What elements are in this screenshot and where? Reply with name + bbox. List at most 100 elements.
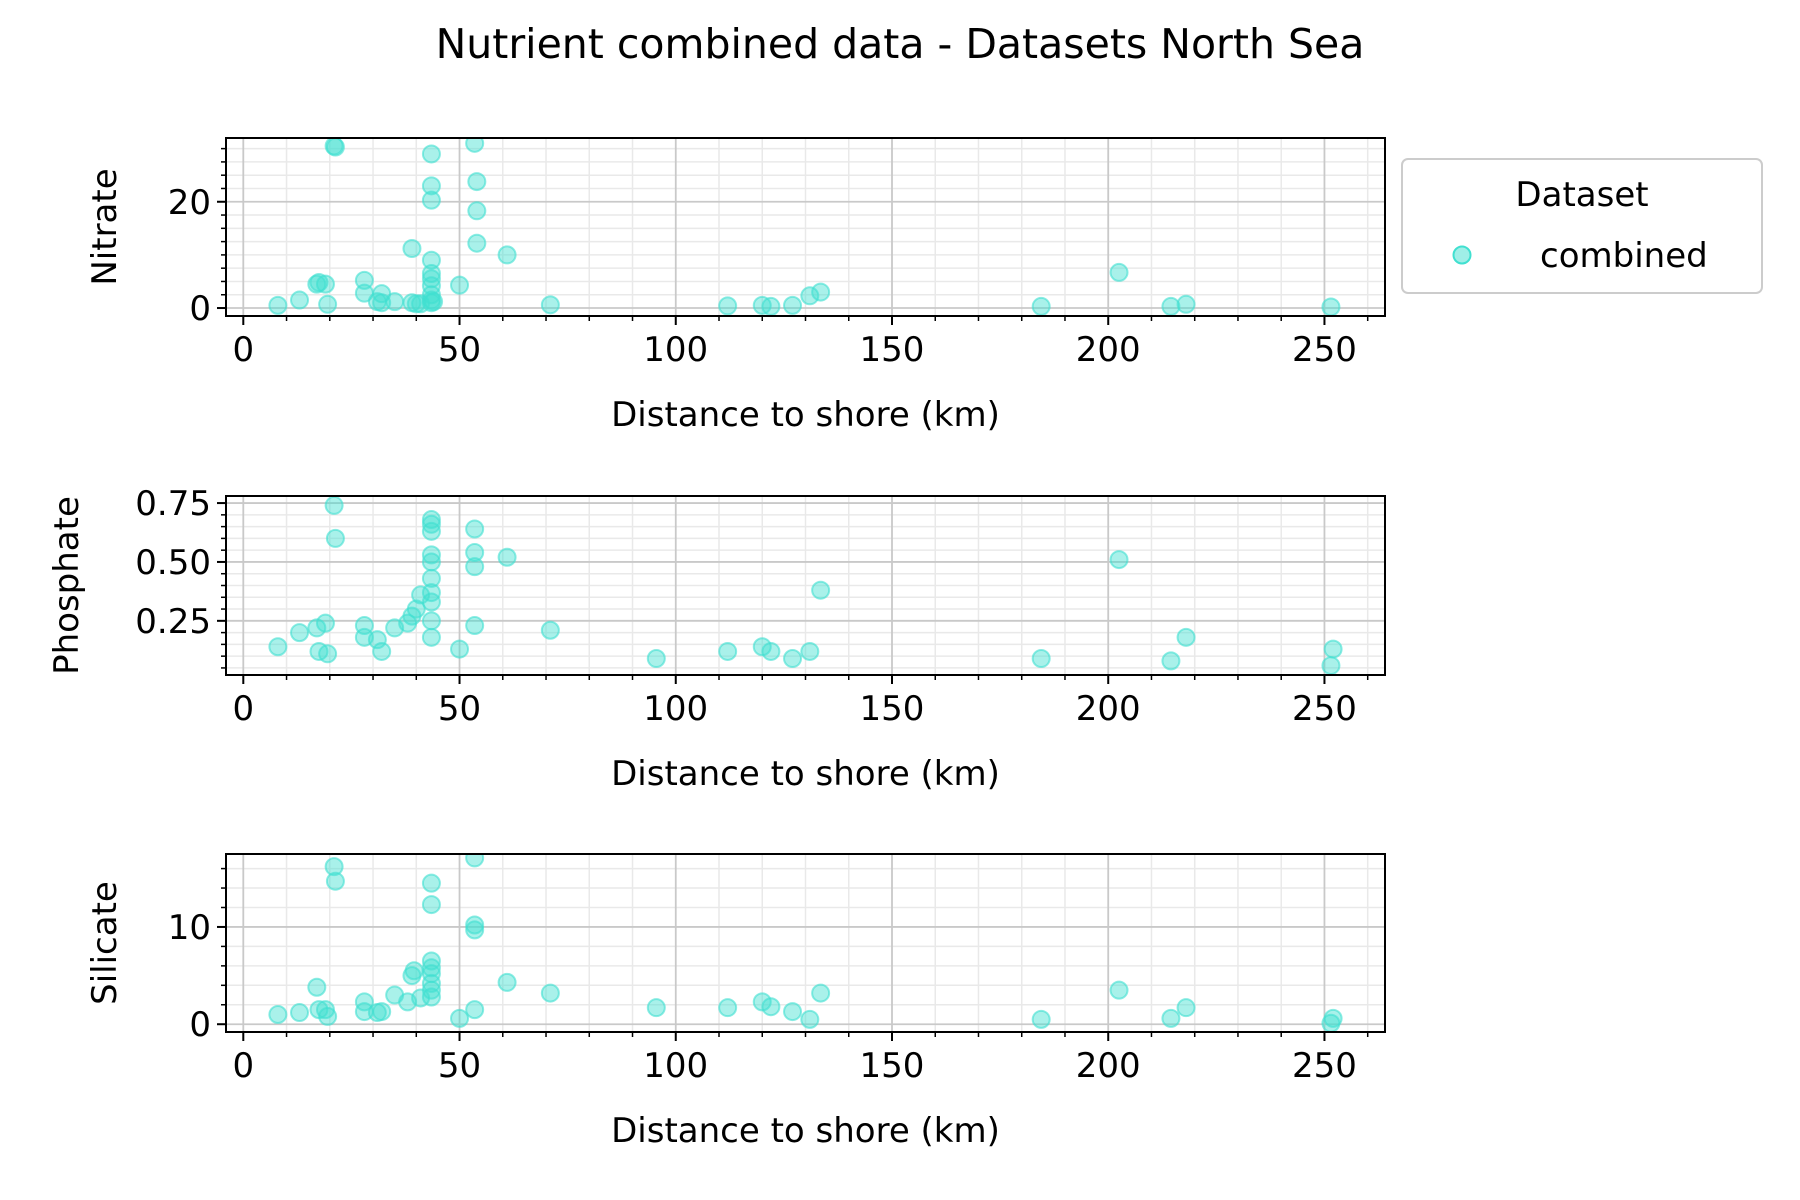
data-point [451,277,468,294]
legend-marker-icon [1454,247,1471,264]
data-point [319,1008,336,1025]
data-point [403,240,420,257]
x-tick-label: 50 [438,689,481,729]
data-point [499,974,516,991]
data-point [648,650,665,667]
data-point [1178,629,1195,646]
data-point [326,497,343,514]
figure-title: Nutrient combined data - Datasets North … [436,20,1365,68]
data-point [719,999,736,1016]
data-point [317,276,334,293]
data-point [542,296,559,313]
data-point [812,985,829,1002]
data-point [423,192,440,209]
data-point [317,615,334,632]
x-tick-label: 0 [232,689,254,729]
data-point [1325,641,1342,658]
data-point [468,235,485,252]
phosphate-x-axis-label: Distance to shore (km) [611,754,1000,794]
x-tick-label: 250 [1292,1046,1357,1086]
x-tick-label: 100 [643,1046,708,1086]
data-point [308,979,325,996]
data-point [812,284,829,301]
data-point [466,617,483,634]
data-point [801,1011,818,1028]
data-point [801,643,818,660]
data-point [269,1006,286,1023]
data-point [319,296,336,313]
data-point [386,293,403,310]
data-point [762,643,779,660]
data-point [406,962,423,979]
data-point [1178,999,1195,1016]
data-point [423,145,440,162]
x-tick-label: 250 [1292,689,1357,729]
data-point [423,896,440,913]
legend-entry-combined: combined [1540,236,1708,276]
x-tick-label: 200 [1076,1046,1141,1086]
nitrate-y-axis-label: Nitrate [85,168,125,285]
y-tick-label: 20 [168,183,211,223]
phosphate-panel: 0 50 100 150 200 250 0.25 0.50 0.75 Distance to s… [47,484,1385,794]
data-point [423,523,440,540]
data-point [423,593,440,610]
silicate-y-axis-label: Silicate [85,881,125,1005]
y-tick-label: 0.50 [135,543,211,583]
data-point [1033,298,1050,315]
x-tick-label: 0 [232,330,254,370]
x-tick-label: 250 [1292,330,1357,370]
data-point [466,520,483,537]
data-point [762,998,779,1015]
x-tick-label: 100 [643,689,708,729]
data-point [719,643,736,660]
phosphate-y-axis-label: Phosphate [47,496,87,675]
data-point [1033,1011,1050,1028]
data-point [451,1010,468,1027]
data-point [468,173,485,190]
data-point [812,582,829,599]
y-tick-label: 0.75 [135,484,211,524]
nitrate-panel: 0 50 100 150 200 250 0 20 Distance to shore (km)… [85,135,1385,435]
legend-title: Dataset [1515,175,1648,215]
data-point [466,921,483,938]
x-tick-label: 200 [1076,689,1141,729]
data-point [423,612,440,629]
nitrate-x-axis-label: Distance to shore (km) [611,395,1000,435]
data-point [784,650,801,667]
data-point [423,988,440,1005]
data-point [468,202,485,219]
data-point [423,553,440,570]
data-point [1322,298,1339,315]
data-point [719,297,736,314]
data-point [784,1003,801,1020]
y-tick-label: 0 [189,1005,211,1045]
data-point [269,297,286,314]
x-tick-label: 100 [643,330,708,370]
data-point [542,622,559,639]
x-tick-label: 150 [860,1046,925,1086]
x-tick-label: 50 [438,330,481,370]
data-point [327,873,344,890]
data-point [466,849,483,866]
y-tick-label: 0.25 [135,602,211,642]
y-tick-label: 0 [189,289,211,329]
data-point [762,298,779,315]
data-point [1322,657,1339,674]
x-tick-label: 50 [438,1046,481,1086]
x-tick-label: 150 [860,689,925,729]
data-point [784,297,801,314]
data-point [425,293,442,310]
data-point [291,1004,308,1021]
data-point [1111,551,1128,568]
data-point [648,999,665,1016]
data-point [423,875,440,892]
data-point [1178,296,1195,313]
data-point [466,1001,483,1018]
data-point [1033,650,1050,667]
data-point [499,549,516,566]
data-point [327,139,344,156]
data-point [1162,1010,1179,1027]
data-point [373,1003,390,1020]
data-point [466,558,483,575]
